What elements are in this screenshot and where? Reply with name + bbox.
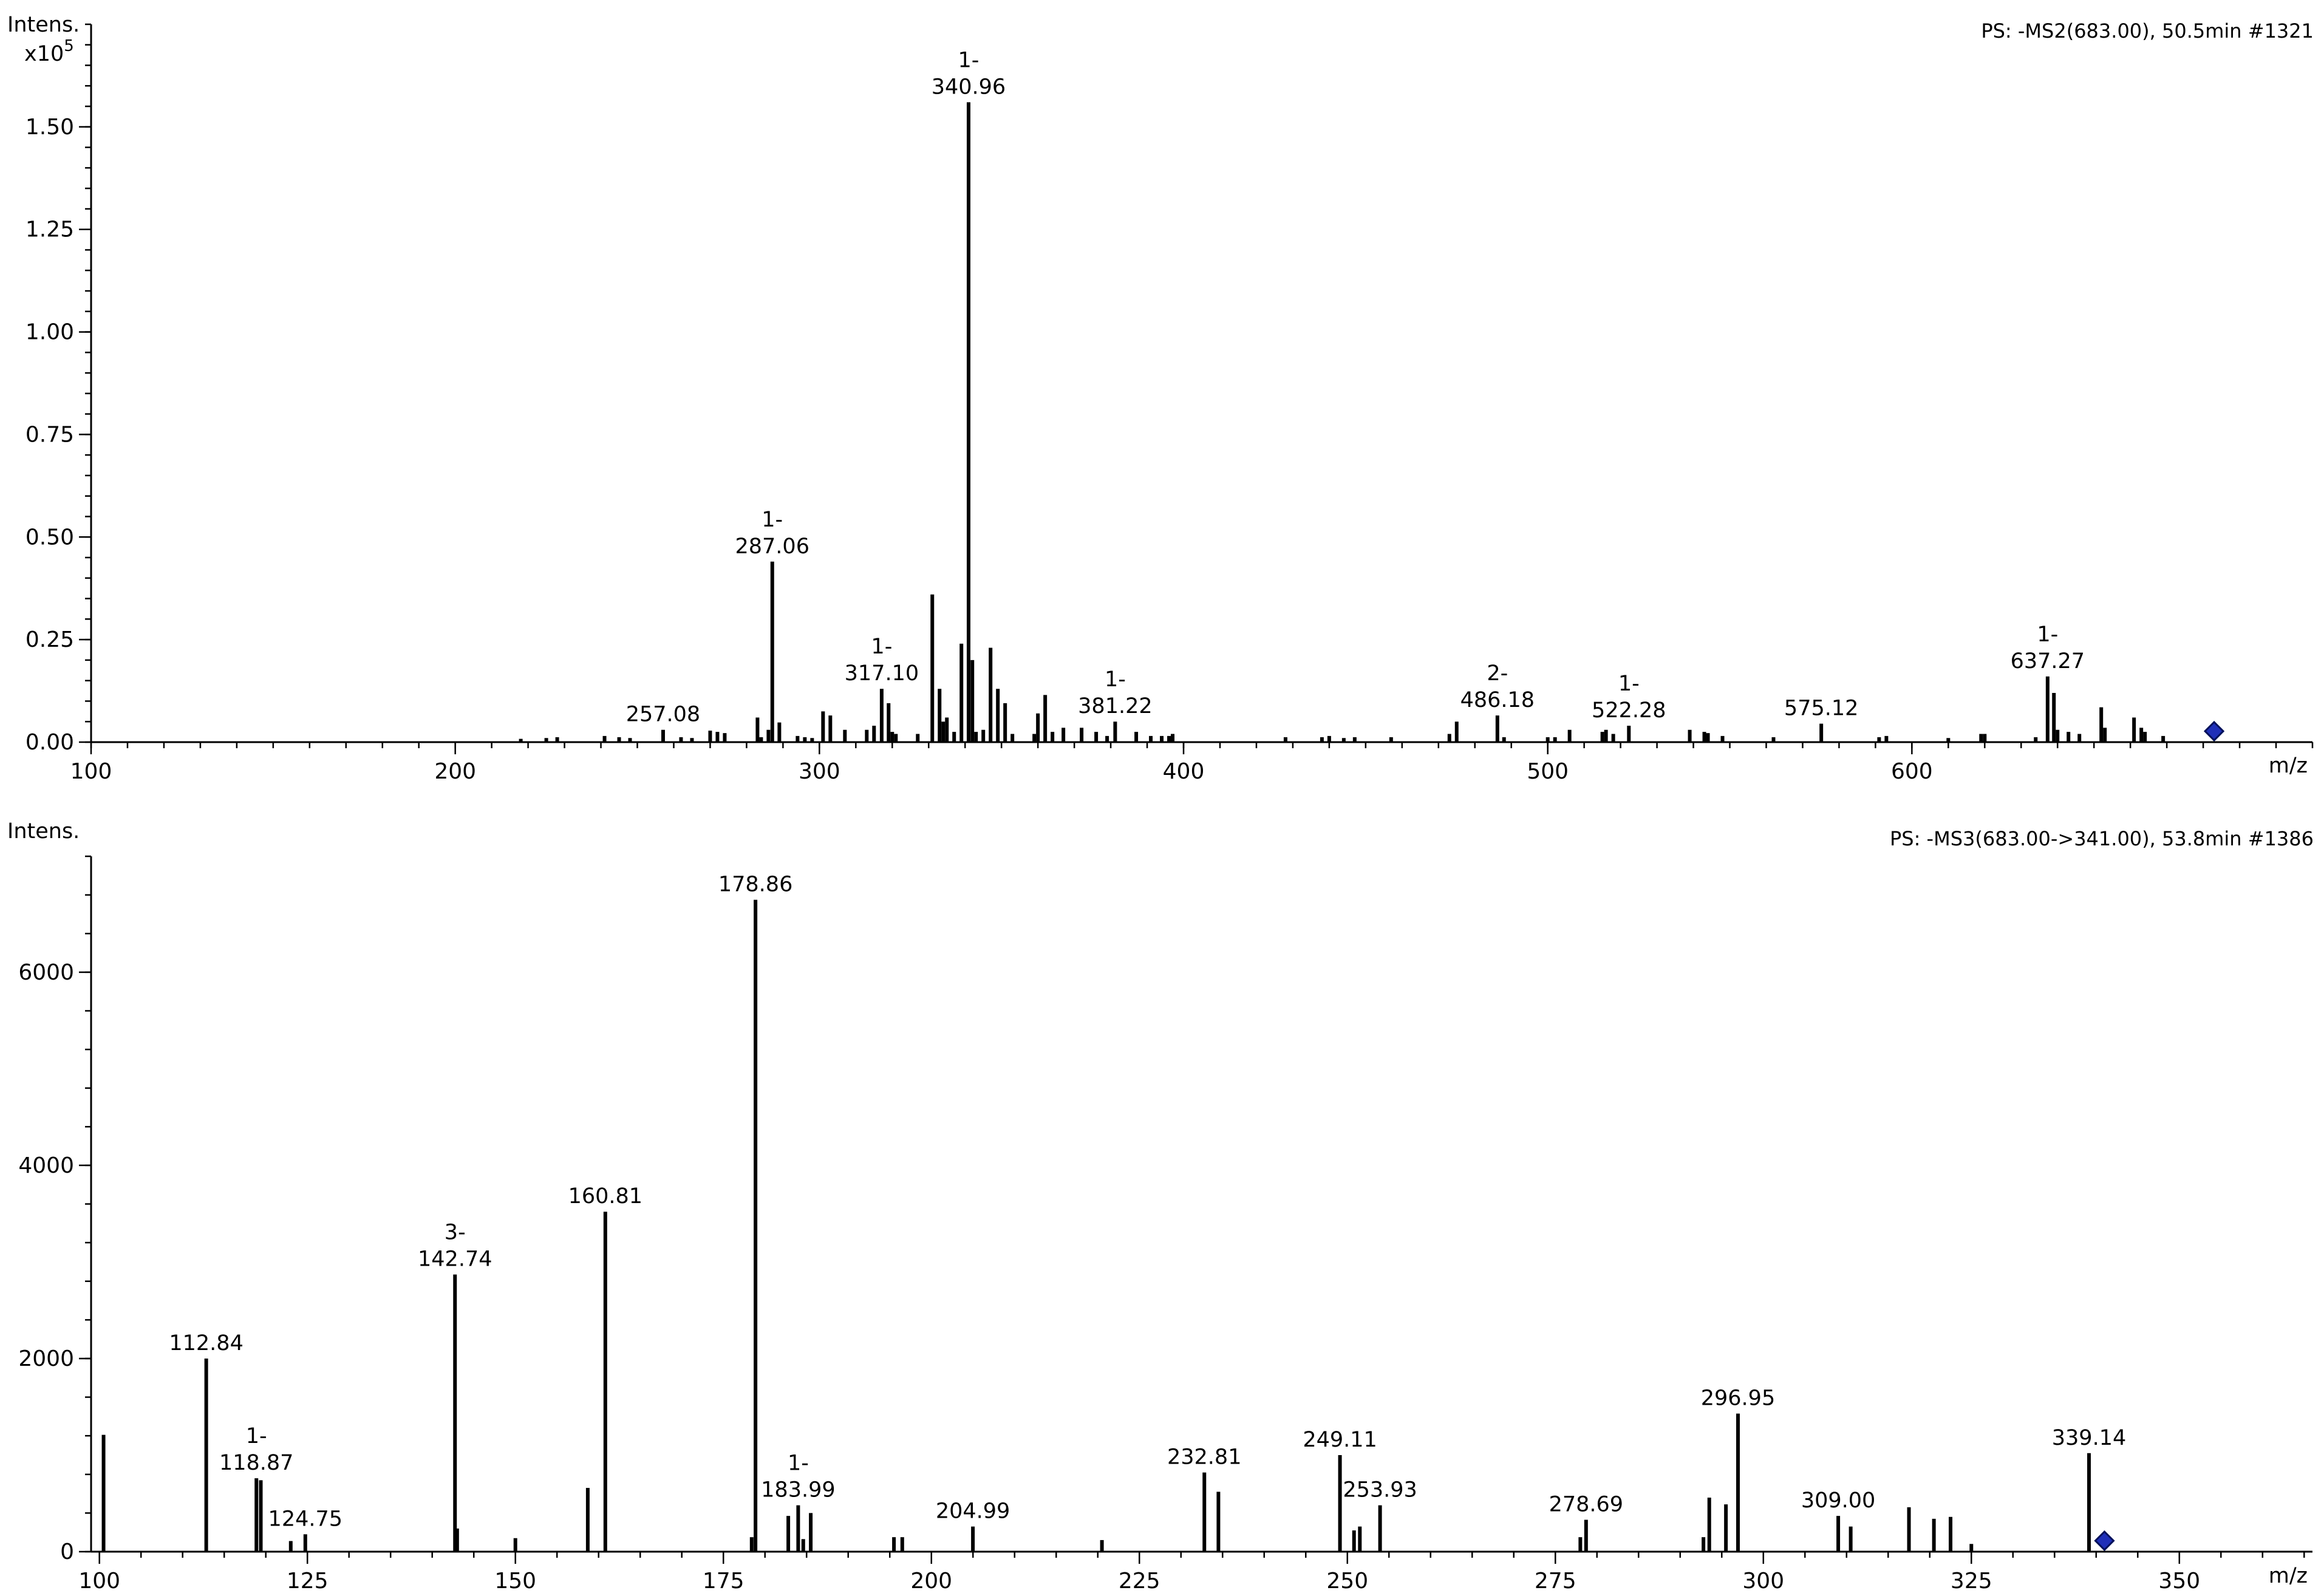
ms3-spectrum-panel: Intens. PS: -MS3(683.00->341.00), 53.8mi… bbox=[7, 819, 2314, 1594]
ms2-peak-charge-label: 1- bbox=[2037, 622, 2058, 647]
ms3-peak-mz-label: 296.95 bbox=[1701, 1386, 1775, 1411]
ms3-x-tick-label: 100 bbox=[78, 1569, 120, 1594]
ms3-peak-mz-label: 309.00 bbox=[1801, 1489, 1875, 1513]
ms3-x-tick-label: 350 bbox=[2158, 1569, 2200, 1594]
ms2-peak-mz-label: 257.08 bbox=[626, 703, 700, 727]
ms2-peak-mz-label: 575.12 bbox=[1784, 697, 1858, 721]
ms3-precursor-marker bbox=[2094, 1530, 2115, 1552]
ms3-x-tick-label: 325 bbox=[1951, 1569, 1992, 1594]
ms3-peak-labels: 112.84 118.87 1- 124.75 142.743- 160.81 178.86… bbox=[169, 873, 2126, 1552]
ms3-x-tick-label: 225 bbox=[1119, 1569, 1160, 1594]
ms2-y-tick-label: 1.00 bbox=[26, 320, 74, 345]
ms2-y-tick-label: 0.25 bbox=[26, 627, 74, 652]
ms3-x-tick-label: 275 bbox=[1535, 1569, 1576, 1594]
ms2-peak-mz-label: 317.10 bbox=[845, 661, 919, 686]
ms3-peak-mz-label: 124.75 bbox=[268, 1507, 342, 1531]
ms2-x-tick-label: 300 bbox=[799, 759, 840, 784]
ms3-peak-mz-label: 232.81 bbox=[1167, 1445, 1241, 1470]
ms2-peak-labels: 257.08287.061-317.101-340.961-381.221-48… bbox=[626, 48, 2225, 742]
ms3-x-tick-label: 175 bbox=[703, 1569, 745, 1594]
ms2-peak-charge-label: 1- bbox=[1105, 667, 1126, 692]
ms2-x-axis-title: m/z bbox=[2269, 754, 2308, 778]
ms3-x-tick-label: 250 bbox=[1326, 1569, 1368, 1594]
ms2-y-axis-title: Intens. bbox=[7, 13, 80, 37]
ms3-peak-mz-label: 160.81 bbox=[568, 1184, 642, 1209]
ms3-peaks bbox=[101, 899, 2091, 1552]
ms2-peak-mz-label: 486.18 bbox=[1460, 688, 1535, 712]
ms2-spectrum-panel: Intens. x105 PS: -MS2(683.00), 50.5min #… bbox=[7, 13, 2314, 784]
ms2-peak-charge-label: 1- bbox=[1618, 672, 1640, 696]
ms2-x-tick-label: 400 bbox=[1163, 759, 1205, 784]
ms3-x-tick-label: 150 bbox=[494, 1569, 536, 1594]
ms2-x-tick-label: 200 bbox=[434, 759, 476, 784]
ms3-peak-mz-label: 112.84 bbox=[169, 1331, 243, 1356]
ms2-y-axis-exponent: x105 bbox=[24, 37, 74, 66]
ms2-peak-mz-label: 340.96 bbox=[932, 75, 1006, 99]
ms2-y-tick-label: 1.25 bbox=[26, 217, 74, 242]
ms3-peak-mz-label: 253.93 bbox=[1343, 1478, 1417, 1502]
ms3-x-tick-label: 125 bbox=[287, 1569, 329, 1594]
ms3-y-tick-label: 6000 bbox=[18, 960, 74, 985]
ms3-peak-mz-label: 142.74 bbox=[418, 1247, 492, 1272]
ms2-y-tick-label: 0.50 bbox=[26, 525, 74, 550]
ms3-peak-mz-label: 183.99 bbox=[761, 1478, 835, 1502]
ms2-x-tick-label: 100 bbox=[70, 759, 112, 784]
ms3-x-tick-label: 300 bbox=[1742, 1569, 1784, 1594]
ms2-peak-mz-label: 522.28 bbox=[1592, 698, 1666, 723]
ms2-y-tick-label: 0.00 bbox=[26, 730, 74, 755]
ms3-peak-mz-label: 118.87 bbox=[219, 1451, 293, 1475]
ms3-y-tick-label: 4000 bbox=[18, 1153, 74, 1178]
ms2-x-tick-label: 500 bbox=[1527, 759, 1569, 784]
ms3-x-axis-title: m/z bbox=[2269, 1564, 2308, 1588]
ms2-peak-charge-label: 2- bbox=[1487, 661, 1508, 686]
ms3-peak-charge-label: 1- bbox=[246, 1424, 267, 1448]
ms2-scan-info: PS: -MS2(683.00), 50.5min #1321 bbox=[1981, 19, 2314, 43]
ms3-peak-charge-label: 3- bbox=[445, 1221, 466, 1245]
ms2-x-tick-label: 600 bbox=[1891, 759, 1933, 784]
ms3-peak-mz-label: 249.11 bbox=[1303, 1428, 1377, 1452]
ms3-axes: 0 2000 4000 6000 100 125 150 175 200 225 250 275 300… bbox=[18, 855, 2312, 1594]
ms3-y-tick-label: 0 bbox=[60, 1540, 74, 1564]
ms2-peak-charge-label: 1- bbox=[762, 508, 783, 532]
ms2-peak-mz-label: 381.22 bbox=[1078, 694, 1152, 718]
ms2-peak-mz-label: 287.06 bbox=[735, 534, 809, 559]
ms2-y-tick-label: 0.75 bbox=[26, 422, 74, 447]
ms3-peak-charge-label: 1- bbox=[788, 1451, 809, 1476]
ms3-peak-mz-label: 204.99 bbox=[936, 1499, 1010, 1524]
ms2-y-tick-label: 1.50 bbox=[26, 115, 74, 140]
ms2-peak-charge-label: 1- bbox=[958, 48, 980, 72]
ms3-peak-mz-label: 339.14 bbox=[2052, 1426, 2126, 1450]
ms3-y-tick-label: 2000 bbox=[18, 1346, 74, 1371]
ms2-peaks bbox=[519, 102, 2166, 742]
ms3-peak-mz-label: 178.86 bbox=[718, 873, 792, 897]
ms3-y-axis-title: Intens. bbox=[7, 819, 80, 844]
ms2-axes: 0.00 0.25 0.50 0.75 1.00 1.25 1.50 100 200 300 400… bbox=[26, 23, 2314, 784]
ms3-peak-mz-label: 278.69 bbox=[1549, 1493, 1623, 1517]
ms3-scan-info: PS: -MS3(683.00->341.00), 53.8min #1386 bbox=[1890, 827, 2314, 850]
ms2-peak-charge-label: 1- bbox=[871, 635, 892, 659]
ms2-peak-mz-label: 637.27 bbox=[2011, 649, 2085, 674]
ms2-precursor-marker bbox=[2203, 720, 2225, 742]
ms3-x-tick-label: 200 bbox=[910, 1569, 952, 1594]
